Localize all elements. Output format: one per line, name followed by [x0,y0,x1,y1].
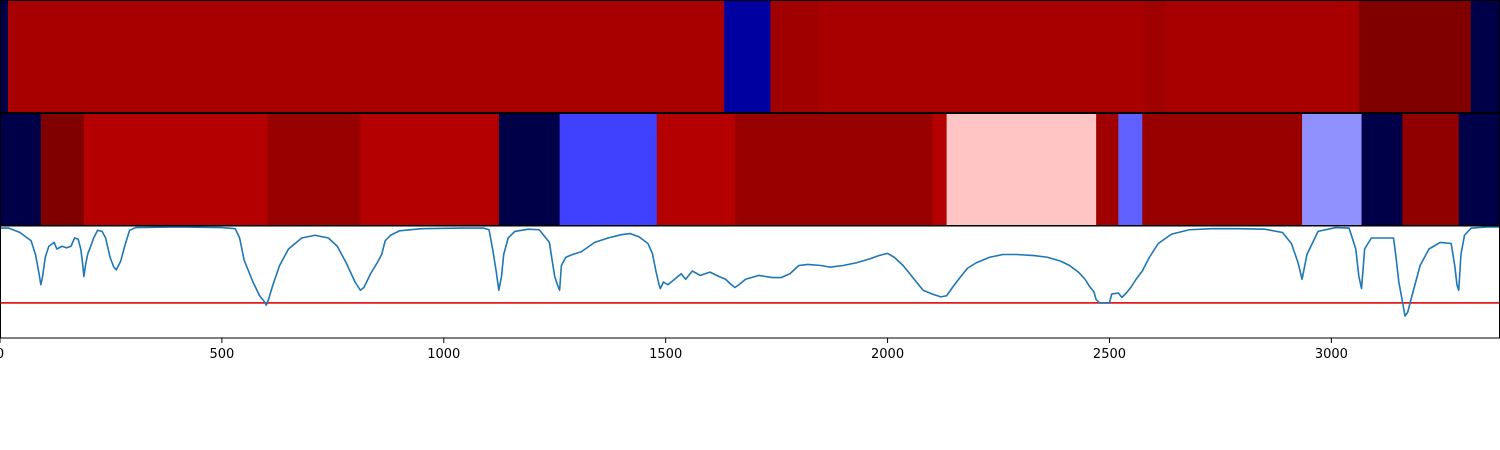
x-tick-label-3000: 3000 [1315,347,1348,362]
track-2-segment-13 [1118,114,1143,225]
track-2-segment-9 [734,114,933,225]
x-tick-label-1000: 1000 [427,347,460,362]
track-1-segment-1 [0,1,9,112]
track-2-segment-15 [1302,114,1362,225]
track-2-segment-11 [946,114,1097,225]
track-1-segment-2 [7,1,725,112]
track-2-segment-12 [1096,114,1119,225]
signal-line [0,226,1500,317]
track-2-segment-10 [932,114,947,225]
line-panel [0,226,1500,338]
track-2-segment-1 [0,114,42,225]
track-2-segment-17 [1402,114,1460,225]
x-tick-label-500: 500 [209,347,234,362]
track-2-segment-18 [1458,114,1500,225]
track-2-segment-8 [656,114,736,225]
x-tick-label-2000: 2000 [871,347,904,362]
track-2-segment-16 [1361,114,1403,225]
track-1-segment-9 [1470,1,1500,112]
track-1-segment-6 [1143,1,1167,112]
track-1-segment-3 [724,1,771,112]
track-1-segment-7 [1165,1,1360,112]
track-2-segment-6 [498,114,561,225]
segment-tracks [0,1,1500,225]
x-tick-label-0: 0 [0,347,4,362]
x-tick-label-1500: 1500 [649,347,682,362]
track-2-segment-5 [360,114,500,225]
track-1 [0,1,1500,112]
track-2 [0,114,1500,225]
track-2-segment-14 [1142,114,1303,225]
track-2-segment-4 [267,114,361,225]
track-1-segment-5 [818,1,1145,112]
x-tick-label-2500: 2500 [1093,347,1126,362]
track-2-segment-7 [559,114,658,225]
x-axis: 0 500 1000 1500 2000 2500 3000 [0,338,1348,362]
track-2-segment-3 [83,114,269,225]
track-1-segment-8 [1358,1,1472,112]
line-panel-background [0,226,1500,338]
track-1-segment-4 [770,1,820,112]
track-2-segment-2 [40,114,85,225]
